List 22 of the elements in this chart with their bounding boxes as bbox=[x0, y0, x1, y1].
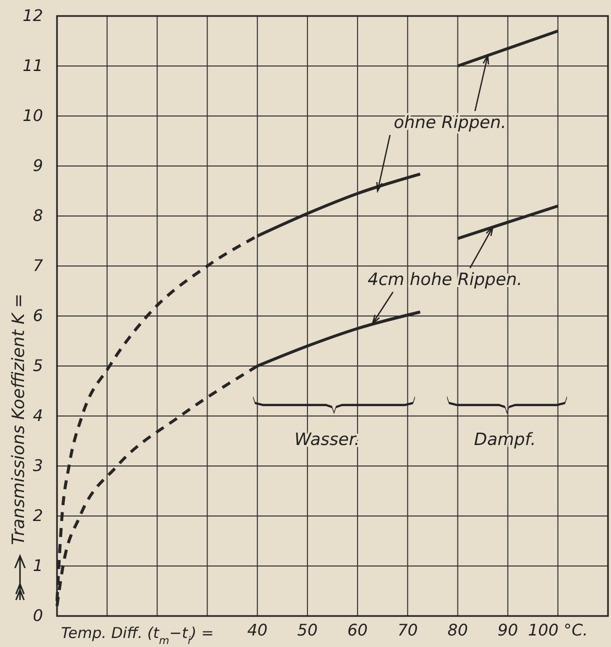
y-tick-label: 7 bbox=[32, 256, 44, 276]
x-tick-label: 100 °C. bbox=[528, 620, 588, 640]
x-tick-label: 80 bbox=[448, 620, 468, 640]
y-tick-label: 8 bbox=[32, 206, 43, 226]
y-axis-title: Transmissions Koeffizient K = bbox=[9, 294, 29, 545]
y-tick-label: 5 bbox=[32, 356, 43, 376]
x-tick-label: 70 bbox=[397, 620, 418, 640]
x-tick-label: 60 bbox=[347, 620, 368, 640]
y-tick-label: 9 bbox=[32, 156, 43, 176]
x-tick-label: 90 bbox=[498, 620, 518, 640]
y-tick-label: 11 bbox=[22, 56, 43, 76]
x-tick-label: 40 bbox=[247, 620, 268, 640]
y-tick-label: 3 bbox=[32, 456, 43, 476]
y-tick-label: 4 bbox=[32, 406, 43, 426]
y-tick-label: 12 bbox=[22, 6, 43, 26]
y-tick-label: 10 bbox=[22, 106, 43, 126]
y-tick-label: 0 bbox=[32, 606, 43, 626]
y-tick-label: 1 bbox=[32, 556, 43, 576]
x-axis-title: Temp. Diff. (t$_{m}$−t$_{i}$) = bbox=[61, 624, 214, 647]
x-tick-label: 50 bbox=[297, 620, 318, 640]
y-tick-label: 6 bbox=[32, 306, 43, 326]
y-tick-label: 2 bbox=[32, 506, 43, 526]
